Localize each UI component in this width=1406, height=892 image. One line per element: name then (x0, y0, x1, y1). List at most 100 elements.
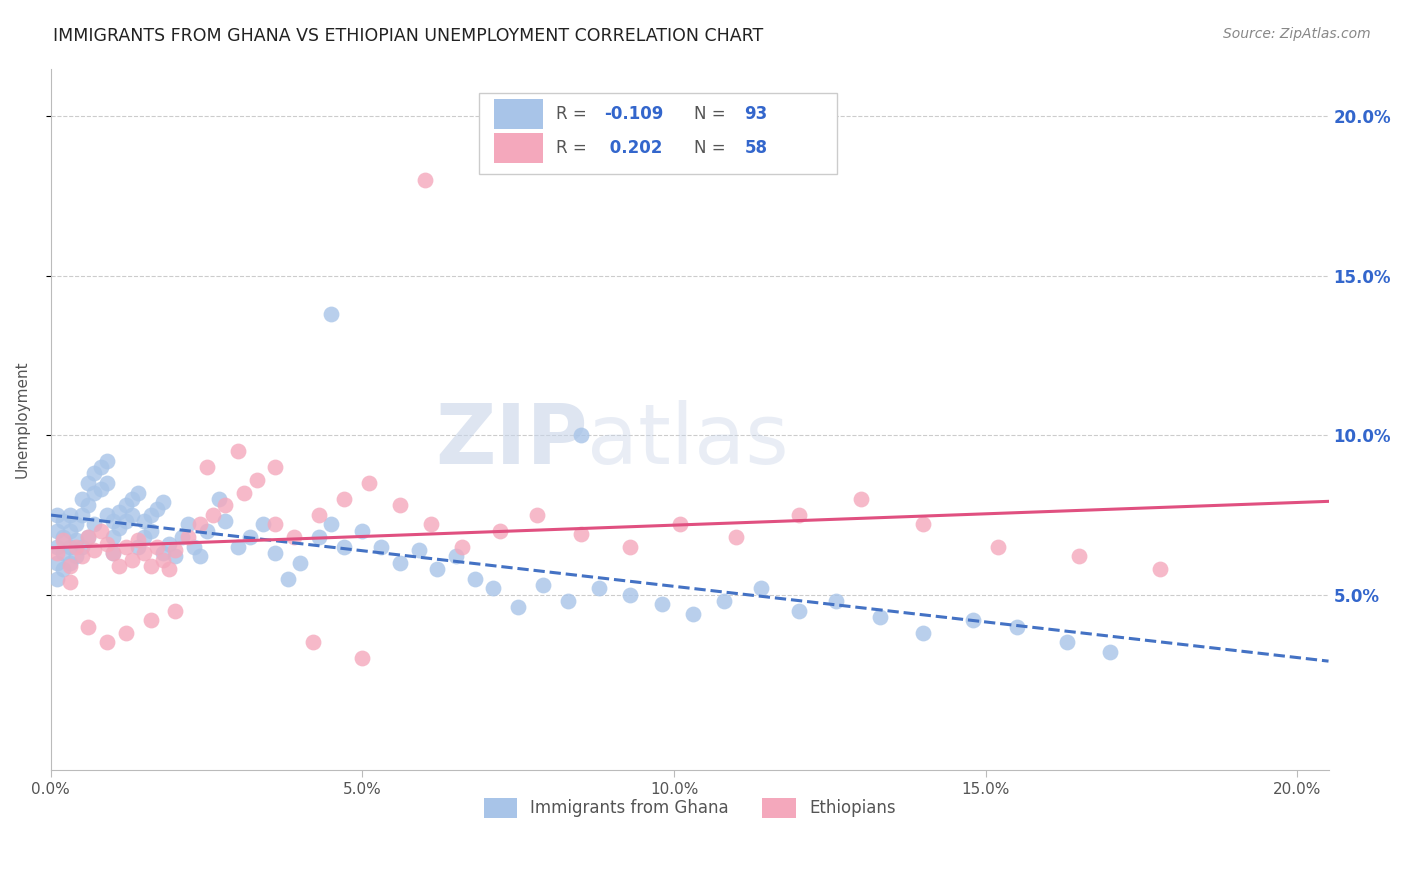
Point (357, 476, 380, 491)
Point (531, 578, 554, 592)
Point (252, 517, 274, 532)
Point (233, 485, 256, 500)
Text: -0.109: -0.109 (605, 105, 664, 123)
Point (90, 524, 112, 538)
Text: IMMIGRANTS FROM GHANA VS ETHIOPIAN UNEMPLOYMENT CORRELATION CHART: IMMIGRANTS FROM GHANA VS ETHIOPIAN UNEMP… (53, 27, 763, 45)
Point (65, 540, 87, 554)
Point (65, 549, 87, 564)
Text: atlas: atlas (588, 400, 789, 481)
Point (139, 508, 162, 522)
Point (101, 514, 124, 528)
Point (713, 594, 735, 608)
Point (83, 467, 105, 481)
Point (332, 491, 354, 506)
Point (70, 491, 93, 506)
Point (134, 530, 156, 544)
Point (749, 581, 772, 595)
Point (90, 460, 112, 475)
Point (46, 556, 69, 570)
Point (146, 540, 169, 554)
Point (177, 517, 200, 532)
Point (58, 558, 80, 573)
Point (332, 540, 354, 554)
Point (101, 546, 124, 560)
Point (308, 530, 330, 544)
Point (65, 533, 87, 548)
Point (46, 540, 69, 554)
Point (121, 491, 143, 506)
Point (669, 517, 692, 532)
Point (127, 533, 149, 548)
Point (52, 533, 75, 548)
Point (77, 619, 100, 633)
Point (195, 460, 218, 475)
Point (46, 546, 69, 560)
Point (388, 556, 411, 570)
Point (83, 485, 105, 500)
Point (352, 651, 374, 665)
Point (96, 508, 118, 522)
Point (108, 505, 131, 519)
Point (134, 546, 156, 560)
Point (65, 517, 87, 532)
Text: R =: R = (555, 105, 592, 123)
Point (77, 530, 100, 544)
Point (283, 530, 305, 544)
Point (488, 524, 510, 538)
Point (651, 597, 673, 611)
Point (58, 540, 80, 554)
Point (420, 517, 443, 532)
Point (408, 543, 430, 558)
Point (444, 549, 467, 564)
Point (1099, 645, 1122, 659)
Point (1069, 549, 1091, 564)
Point (183, 540, 205, 554)
Point (127, 485, 149, 500)
Point (90, 483, 112, 497)
Point (46, 508, 69, 522)
Point (157, 562, 180, 576)
Text: 58: 58 (745, 139, 768, 157)
Point (869, 610, 891, 624)
Text: R =: R = (555, 139, 592, 157)
Point (588, 581, 610, 595)
Text: N =: N = (693, 105, 730, 123)
Point (70, 508, 93, 522)
Point (388, 499, 411, 513)
Point (214, 499, 236, 513)
Point (77, 499, 100, 513)
Point (787, 508, 810, 522)
Point (139, 524, 162, 538)
Text: ZIP: ZIP (434, 400, 588, 481)
Text: N =: N = (693, 139, 730, 157)
Point (46, 524, 69, 538)
Point (849, 491, 872, 506)
Point (152, 552, 174, 566)
Point (239, 530, 262, 544)
Text: Source: ZipAtlas.com: Source: ZipAtlas.com (1223, 27, 1371, 41)
Text: 0.202: 0.202 (605, 139, 662, 157)
FancyBboxPatch shape (494, 99, 543, 128)
Point (1056, 635, 1078, 649)
Point (825, 594, 848, 608)
Point (83, 517, 105, 532)
Point (170, 530, 193, 544)
Point (619, 540, 641, 554)
Point (101, 546, 124, 560)
Point (308, 508, 330, 522)
Point (264, 546, 287, 560)
Point (619, 588, 641, 602)
Point (165, 603, 187, 617)
Point (787, 603, 810, 617)
Point (121, 508, 143, 522)
FancyBboxPatch shape (479, 93, 837, 174)
Point (190, 549, 212, 564)
Point (96, 453, 118, 467)
Point (725, 530, 748, 544)
Point (52, 514, 75, 528)
Point (557, 594, 579, 608)
Point (114, 626, 136, 640)
Point (508, 600, 530, 615)
Point (165, 549, 187, 564)
Point (321, 307, 343, 321)
